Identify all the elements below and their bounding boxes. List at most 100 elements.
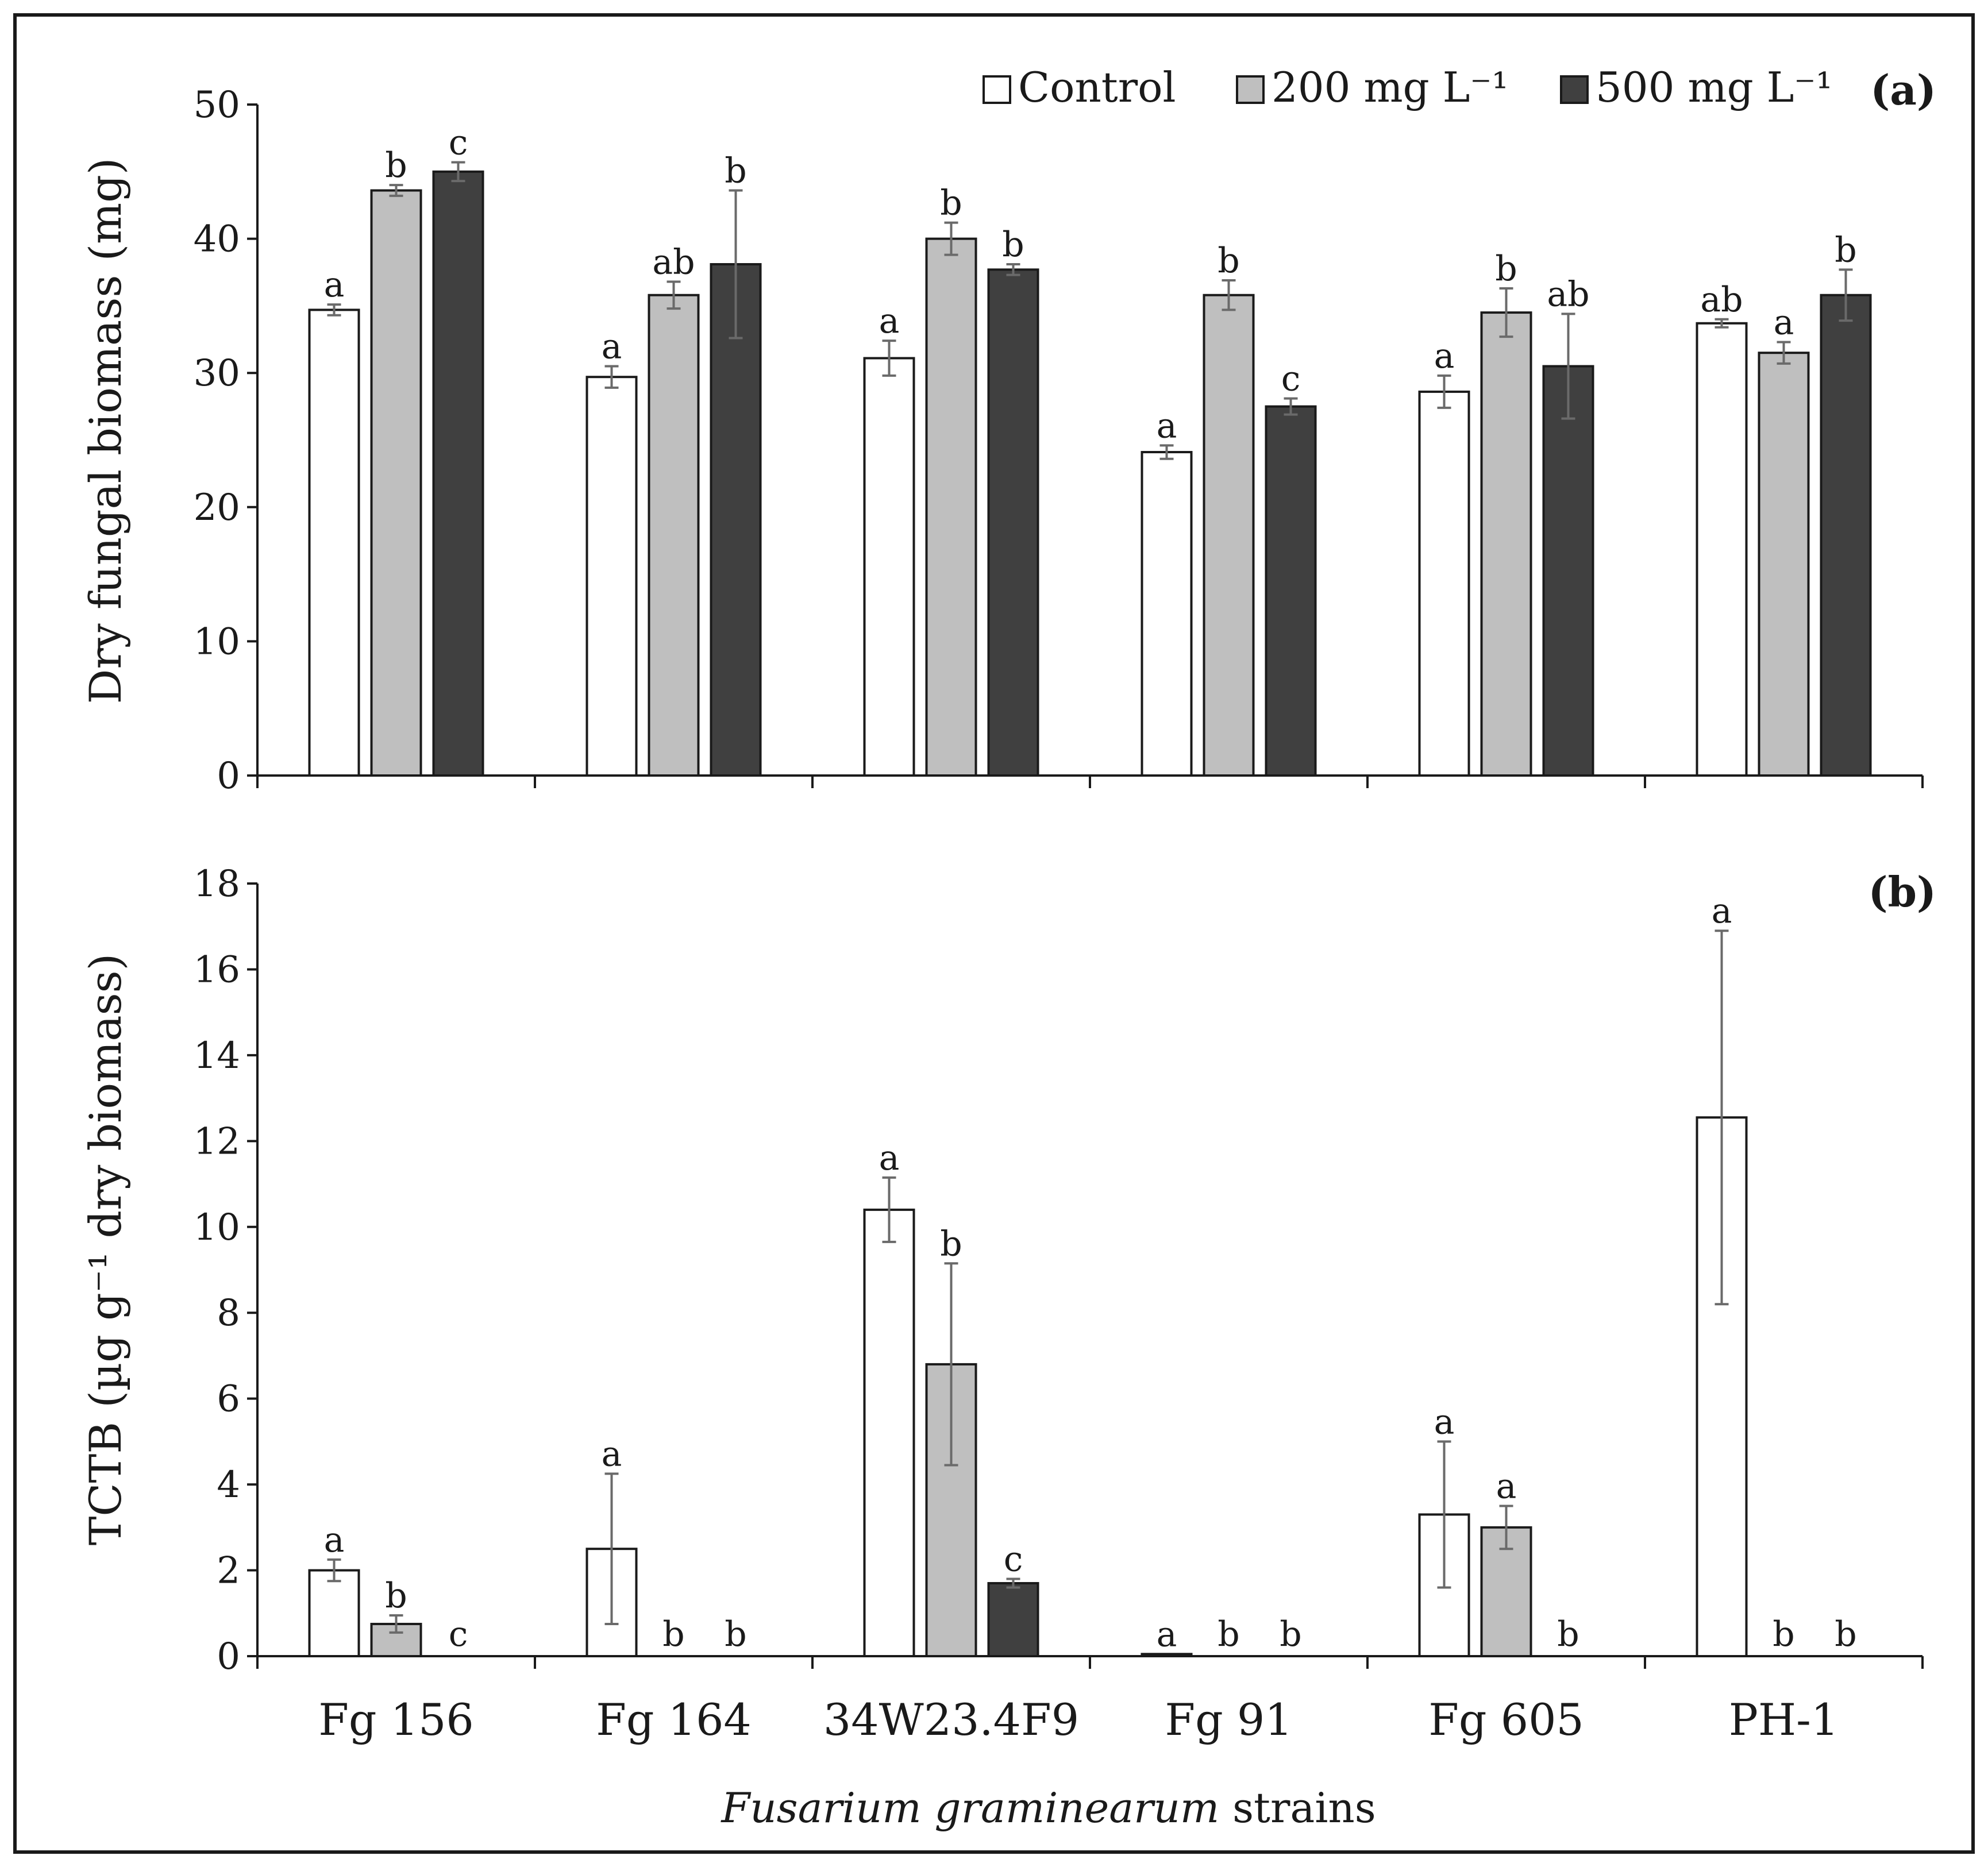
error-bar-b-s0-c1 <box>604 1472 619 1625</box>
y-tick-label-b-0: 0 <box>217 1635 240 1678</box>
legend: Control 200 mg L⁻¹ 500 mg L⁻¹ <box>983 63 1832 111</box>
error-bar-a-s2-c4 <box>1561 313 1575 420</box>
error-bar-b-s1-c2 <box>944 1262 958 1467</box>
bar-a-s1-c2 <box>925 237 977 777</box>
bar-b-s0-c0 <box>308 1569 360 1658</box>
sig-letter-b-s0-c2: a <box>879 1138 900 1178</box>
y-tick-label-a-20: 20 <box>194 487 240 529</box>
bar-a-s2-c2 <box>987 268 1039 777</box>
x-axis-title-rest: strains <box>1219 1784 1376 1832</box>
sig-letter-b-s2-c5: b <box>1835 1614 1856 1654</box>
sig-letter-a-s2-c2: b <box>1002 225 1024 265</box>
error-bar-a-s1-c5 <box>1777 341 1791 365</box>
error-bar-a-s0-c3 <box>1159 444 1174 460</box>
error-bar-a-s0-c2 <box>882 340 896 377</box>
bar-a-s1-c5 <box>1758 352 1810 777</box>
error-bar-a-s2-c5 <box>1839 268 1853 322</box>
bar-b-s2-c2 <box>987 1581 1039 1657</box>
bar-a-s1-c3 <box>1203 294 1255 777</box>
sig-letter-b-s0-c0: a <box>324 1520 345 1560</box>
panel-b-y-axis-title: TCTB (µg g⁻¹ dry biomass) <box>80 954 131 1546</box>
error-bar-a-s0-c1 <box>604 365 619 389</box>
error-bar-b-s2-c2 <box>1006 1577 1020 1589</box>
category-label-4: Fg 605 <box>1428 1694 1584 1745</box>
sig-letter-b-s1-c2: b <box>940 1224 962 1264</box>
sig-letter-a-s1-c3: b <box>1218 241 1239 281</box>
sig-letter-b-s1-c0: b <box>385 1576 407 1616</box>
sig-letter-a-s0-c2: a <box>879 301 900 341</box>
y-tick-label-b-2: 2 <box>217 1550 240 1592</box>
y-tick-label-a-30: 30 <box>194 352 240 395</box>
x-axis-title: Fusarium graminearum strains <box>720 1784 1376 1832</box>
sig-letter-a-s2-c3: c <box>1281 359 1301 399</box>
sig-letter-a-s1-c1: ab <box>652 242 695 282</box>
sig-letter-b-s2-c2: c <box>1004 1540 1023 1580</box>
legend-swatch-2 <box>1560 75 1589 104</box>
legend-swatch-0 <box>983 75 1011 104</box>
error-bar-a-s1-c2 <box>944 221 958 256</box>
legend-label-0: Control <box>1018 63 1176 111</box>
bar-a-s1-c4 <box>1480 311 1532 777</box>
sig-letter-a-s2-c5: b <box>1835 230 1856 270</box>
bar-a-s0-c4 <box>1418 390 1470 777</box>
sig-letter-b-s2-c1: b <box>725 1614 746 1654</box>
error-bar-b-s0-c0 <box>327 1558 341 1583</box>
sig-letter-b-s0-c3: a <box>1157 1614 1177 1654</box>
bar-b-s0-c2 <box>863 1208 915 1657</box>
error-bar-b-s1-c0 <box>389 1614 403 1634</box>
sig-letter-b-s2-c0: c <box>449 1614 468 1654</box>
error-bar-a-s2-c1 <box>729 189 743 340</box>
sig-letter-a-s0-c4: a <box>1434 336 1455 376</box>
bar-a-s2-c3 <box>1265 405 1317 777</box>
y-tick-label-b-6: 6 <box>217 1378 240 1421</box>
error-bar-b-s0-c2 <box>882 1176 896 1243</box>
category-labels: Fg 156 Fg 164 34W23.4F9 Fg 91 Fg 605 PH-1 <box>318 1694 1839 1745</box>
sig-letter-a-s2-c0: c <box>449 122 468 163</box>
legend-label-2: 500 mg L⁻¹ <box>1596 63 1832 111</box>
error-bar-a-s1-c3 <box>1222 279 1236 311</box>
panel-a-y-axis-title: Dry fungal biomass (mg) <box>80 157 131 704</box>
x-axis-title-italic: Fusarium graminearum <box>720 1784 1219 1832</box>
error-bar-a-s1-c1 <box>666 280 681 310</box>
category-label-5: PH-1 <box>1729 1694 1839 1745</box>
sig-letter-a-s0-c0: a <box>324 265 345 305</box>
y-tick-label-b-18: 18 <box>194 863 240 905</box>
sig-letter-b-s1-c3: b <box>1218 1614 1239 1654</box>
panel-a-label: (a) <box>1870 65 1936 114</box>
error-bar-a-s0-c4 <box>1437 374 1451 409</box>
y-tick-label-a-50: 50 <box>194 84 240 126</box>
sig-letter-a-s0-c1: a <box>602 327 622 367</box>
error-bar-b-s0-c4 <box>1437 1440 1451 1589</box>
sig-letter-b-s0-c1: a <box>602 1434 622 1474</box>
bar-a-s0-c2 <box>863 357 915 777</box>
error-bar-b-s0-c5 <box>1715 929 1729 1306</box>
category-label-2: 34W23.4F9 <box>823 1694 1079 1745</box>
sig-letter-b-s2-c4: b <box>1557 1614 1579 1654</box>
sig-letter-b-s1-c4: a <box>1496 1466 1517 1506</box>
bar-a-s2-c5 <box>1820 294 1872 777</box>
error-bar-b-s1-c4 <box>1499 1505 1513 1550</box>
legend-swatch-1 <box>1236 75 1265 104</box>
sig-letter-a-s2-c4: ab <box>1547 274 1589 314</box>
bar-a-s2-c1 <box>710 263 762 777</box>
legend-item-1: 200 mg L⁻¹ <box>1236 63 1508 111</box>
error-bar-a-s2-c3 <box>1284 397 1298 416</box>
error-bar-a-s1-c0 <box>389 184 403 197</box>
bar-a-s2-c0 <box>432 170 484 777</box>
y-tick-label-b-16: 16 <box>194 948 240 991</box>
sig-letter-b-s1-c1: b <box>662 1614 684 1654</box>
sig-letter-b-s1-c5: b <box>1773 1614 1794 1654</box>
category-label-3: Fg 91 <box>1165 1694 1292 1745</box>
error-bar-a-s2-c2 <box>1006 263 1020 276</box>
sig-letter-b-s2-c3: b <box>1280 1614 1301 1654</box>
y-tick-label-a-40: 40 <box>194 218 240 261</box>
sig-letter-b-s0-c5: a <box>1712 891 1732 931</box>
legend-item-2: 500 mg L⁻¹ <box>1560 63 1832 111</box>
bar-a-s0-c0 <box>308 308 360 777</box>
y-tick-label-b-14: 14 <box>194 1035 240 1077</box>
y-tick-label-a-10: 10 <box>194 620 240 663</box>
y-tick-label-b-10: 10 <box>194 1206 240 1249</box>
